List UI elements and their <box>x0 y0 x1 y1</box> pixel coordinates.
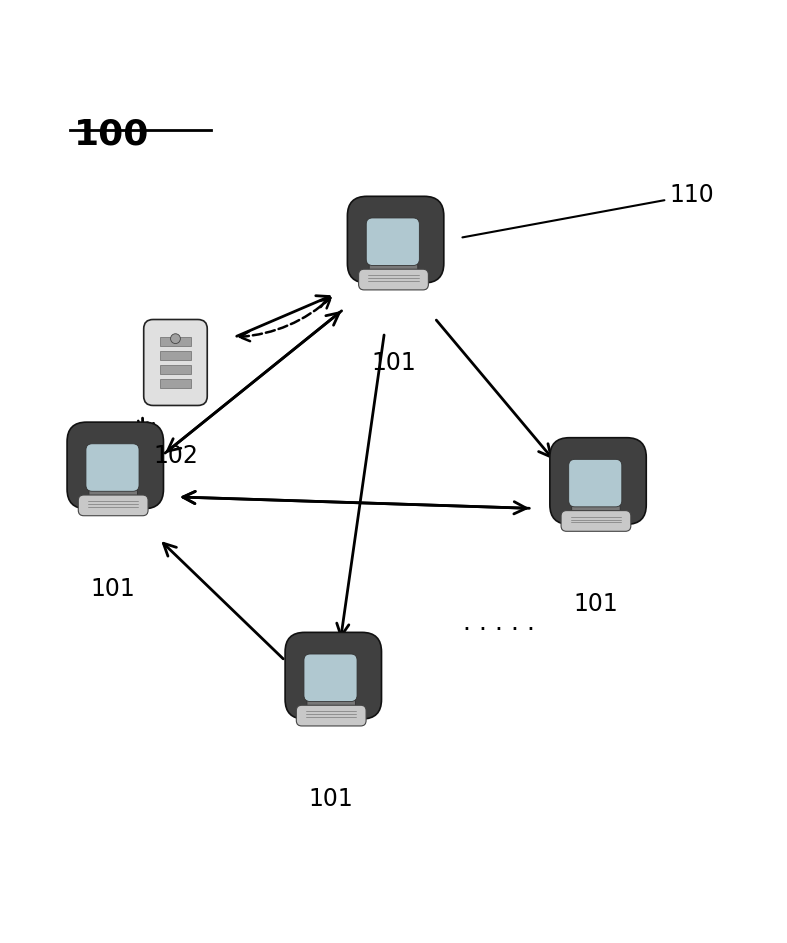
Text: 110: 110 <box>463 183 715 238</box>
FancyBboxPatch shape <box>89 488 138 505</box>
FancyArrowPatch shape <box>164 543 283 659</box>
FancyBboxPatch shape <box>285 633 382 719</box>
FancyArrowPatch shape <box>436 320 551 457</box>
Bar <box>160 352 191 359</box>
Bar <box>390 261 397 268</box>
Text: 102: 102 <box>153 444 198 469</box>
Text: 101: 101 <box>574 592 619 616</box>
FancyBboxPatch shape <box>561 510 631 531</box>
Bar <box>160 379 191 388</box>
Bar <box>160 338 191 346</box>
FancyBboxPatch shape <box>347 196 444 283</box>
FancyBboxPatch shape <box>550 438 646 524</box>
Text: . . . . .: . . . . . <box>463 611 534 636</box>
FancyArrowPatch shape <box>142 418 153 432</box>
Text: 101: 101 <box>309 786 353 811</box>
FancyBboxPatch shape <box>297 705 366 726</box>
FancyBboxPatch shape <box>67 422 164 508</box>
Text: 101: 101 <box>371 351 416 374</box>
Bar <box>109 488 117 493</box>
FancyArrowPatch shape <box>165 313 339 453</box>
Circle shape <box>171 334 180 343</box>
FancyArrowPatch shape <box>240 298 331 341</box>
FancyArrowPatch shape <box>237 296 330 337</box>
FancyBboxPatch shape <box>369 261 418 278</box>
FancyBboxPatch shape <box>359 269 428 290</box>
Bar <box>160 365 191 373</box>
FancyBboxPatch shape <box>307 698 356 715</box>
FancyBboxPatch shape <box>569 459 622 506</box>
Text: 100: 100 <box>74 117 150 151</box>
FancyArrowPatch shape <box>183 491 530 508</box>
FancyBboxPatch shape <box>571 503 620 520</box>
Text: 101: 101 <box>91 576 135 601</box>
FancyArrowPatch shape <box>337 335 384 637</box>
FancyArrowPatch shape <box>183 491 527 514</box>
FancyBboxPatch shape <box>304 654 357 702</box>
FancyBboxPatch shape <box>86 444 139 491</box>
FancyArrowPatch shape <box>168 311 342 451</box>
FancyArrowPatch shape <box>135 421 148 436</box>
FancyBboxPatch shape <box>78 495 148 516</box>
Bar <box>592 503 600 509</box>
Bar <box>327 698 335 703</box>
FancyBboxPatch shape <box>366 218 419 266</box>
FancyBboxPatch shape <box>144 320 207 405</box>
